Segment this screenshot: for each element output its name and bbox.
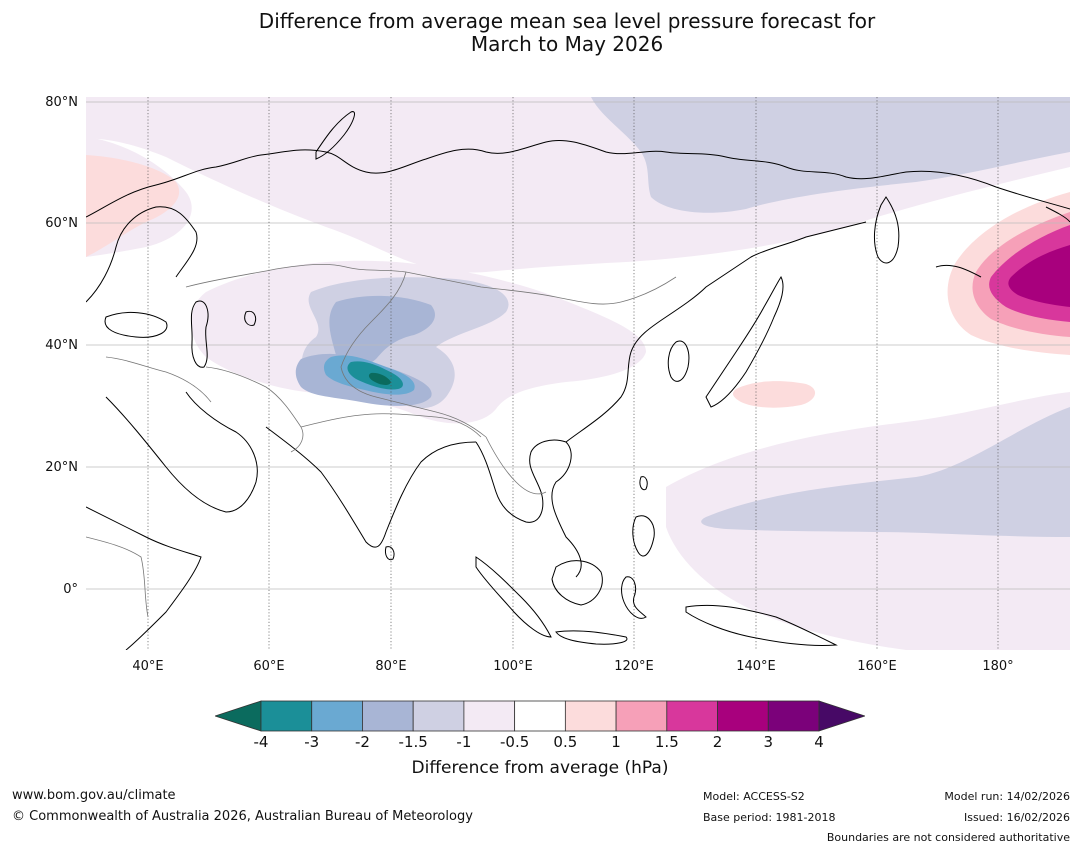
coast-india <box>265 426 477 548</box>
anomaly-tibet-dark-teal <box>368 372 391 385</box>
colorbar-swatch <box>412 700 465 732</box>
border-middle-east <box>105 356 212 403</box>
lat-label-0: 0° <box>63 582 78 597</box>
coast-africa-horn <box>86 506 202 650</box>
colorbar-tick-label: 3 <box>763 733 774 751</box>
coast-scandinavia <box>86 206 198 303</box>
footer-url[interactable]: www.bom.gov.au/climate <box>12 788 176 803</box>
colorbar-over-arrow <box>818 700 865 732</box>
title-line-2: March to May 2026 <box>470 32 664 56</box>
border-india-himalaya <box>300 413 482 438</box>
colorbar-swatch <box>767 700 820 732</box>
colorbar-under-arrow <box>215 700 262 732</box>
coastlines <box>86 111 1070 650</box>
colorbar-swatch <box>564 700 617 732</box>
colorbar-tick-label: 1.5 <box>654 733 679 751</box>
coast-sulawesi <box>621 576 647 619</box>
coast-china <box>565 221 867 443</box>
colorbar-tick-label: 0.5 <box>553 733 578 751</box>
coast-black-sea <box>104 312 168 338</box>
colorbar-swatches <box>260 700 820 732</box>
lat-label-80n: 80°N <box>45 95 78 110</box>
map-panel <box>86 97 1070 650</box>
anomaly-northwest-pink <box>86 155 180 257</box>
lat-label-40n: 40°N <box>45 338 78 353</box>
colorbar-swatch <box>362 700 414 732</box>
border-china-mongolia <box>405 271 677 305</box>
border-russia-kazakhstan <box>185 264 407 288</box>
coast-sumatra <box>475 556 552 638</box>
border-east-africa <box>86 536 149 618</box>
anomaly-pacific-lavender <box>701 407 1070 537</box>
lon-label-180: 180° <box>982 659 1014 674</box>
coast-java <box>555 630 628 645</box>
title-line-1: Difference from average mean sea level p… <box>258 9 876 33</box>
country-borders <box>86 264 677 618</box>
coast-korea <box>667 340 690 382</box>
coast-novaya-zemlya <box>315 111 355 160</box>
colorbar-label: Difference from average (hPa) <box>411 758 669 778</box>
anomaly-arctic-lavender <box>591 97 1070 213</box>
coast-arctic-eurasia <box>86 139 1070 218</box>
border-china-west <box>340 271 487 438</box>
colorbar-tick-label: 1 <box>611 733 621 751</box>
colorbar-tick-label: -2 <box>354 733 370 751</box>
footer-model: Model: ACCESS-S2 <box>703 790 805 803</box>
colorbar-tick-label: 2 <box>712 733 723 751</box>
meridians <box>147 97 999 650</box>
colorbar-swatch <box>260 700 313 732</box>
coast-new-guinea <box>685 604 838 646</box>
anomaly-japan-pink <box>733 381 816 408</box>
footer-base-period: Base period: 1981-2018 <box>703 811 836 824</box>
lon-label-120e: 120°E <box>614 659 654 674</box>
colorbar-tick-label: -4 <box>253 733 269 751</box>
lat-label-20n: 20°N <box>45 460 78 475</box>
footer-disclaimer: Boundaries are not considered authoritat… <box>826 831 1070 844</box>
footer-issued: Issued: 16/02/2026 <box>963 811 1070 824</box>
colorbar-tick-label: -3 <box>304 733 320 751</box>
border-iran-pakistan <box>205 366 304 453</box>
map-svg <box>86 97 1070 650</box>
colorbar-swatch <box>615 700 668 732</box>
colorbar-swatch <box>514 700 566 732</box>
coast-arabia <box>105 391 258 513</box>
coast-southeast-asia <box>475 439 582 578</box>
lon-label-160e: 160°E <box>857 659 897 674</box>
coast-japan <box>705 275 784 408</box>
lon-label-140e: 140°E <box>736 659 776 674</box>
coast-caspian-sea <box>190 300 209 368</box>
lon-label-60e: 60°E <box>253 659 285 674</box>
border-mainland-southeast-asia <box>485 436 547 495</box>
chart-title: Difference from average mean sea level p… <box>0 10 1081 56</box>
anomaly-fields <box>86 97 1070 650</box>
anomaly-north-pacific-purple <box>1008 245 1070 307</box>
coast-sri-lanka <box>385 546 395 561</box>
footer-copyright: © Commonwealth of Australia 2026, Austra… <box>12 809 473 824</box>
anomaly-central-asia-slate <box>329 295 435 368</box>
colorbar-tick-label: -0.5 <box>499 733 530 751</box>
colorbar-swatch <box>463 700 516 732</box>
colorbar-tick-label: 4 <box>814 733 824 751</box>
coast-north-pacific-islands <box>935 206 1070 278</box>
colorbar-tick-label: -1 <box>456 733 472 751</box>
coast-kamchatka <box>873 196 900 264</box>
lat-label-60n: 60°N <box>45 216 78 231</box>
colorbar-swatch <box>666 700 718 732</box>
lon-label-80e: 80°E <box>375 659 407 674</box>
colorbar-swatch <box>717 700 769 732</box>
coast-borneo <box>551 560 603 606</box>
coast-taiwan-philippines <box>632 476 655 557</box>
lon-label-100e: 100°E <box>493 659 533 674</box>
lon-label-40e: 40°E <box>132 659 164 674</box>
colorbar-tick-label: -1.5 <box>398 733 428 751</box>
colorbar <box>215 700 865 732</box>
colorbar-swatch <box>311 700 363 732</box>
footer-model-run: Model run: 14/02/2026 <box>944 790 1070 803</box>
graticule <box>86 101 1070 590</box>
coast-aral-sea <box>244 310 257 326</box>
